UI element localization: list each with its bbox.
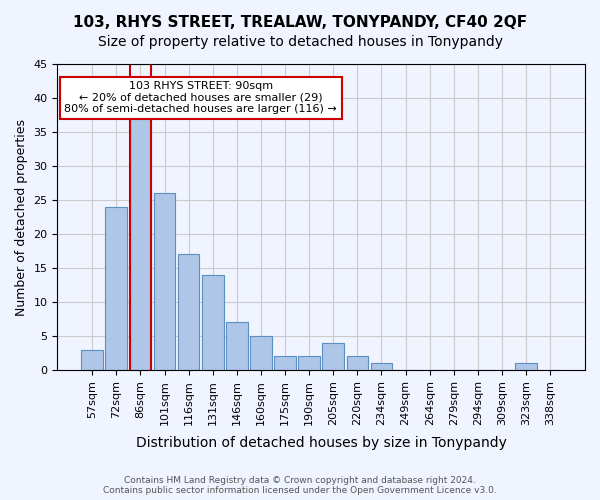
Bar xyxy=(274,356,296,370)
Bar xyxy=(130,118,151,370)
Bar xyxy=(298,356,320,370)
Y-axis label: Number of detached properties: Number of detached properties xyxy=(15,118,28,316)
Text: Size of property relative to detached houses in Tonypandy: Size of property relative to detached ho… xyxy=(97,35,503,49)
Bar xyxy=(154,193,175,370)
Bar xyxy=(82,350,103,370)
X-axis label: Distribution of detached houses by size in Tonypandy: Distribution of detached houses by size … xyxy=(136,436,506,450)
Bar xyxy=(202,275,224,370)
Bar xyxy=(371,363,392,370)
Bar xyxy=(250,336,272,370)
Bar xyxy=(178,254,199,370)
Bar xyxy=(515,363,537,370)
Bar xyxy=(226,322,248,370)
Bar xyxy=(322,343,344,370)
Bar xyxy=(347,356,368,370)
Text: Contains HM Land Registry data © Crown copyright and database right 2024.
Contai: Contains HM Land Registry data © Crown c… xyxy=(103,476,497,495)
Bar xyxy=(106,207,127,370)
Text: 103, RHYS STREET, TREALAW, TONYPANDY, CF40 2QF: 103, RHYS STREET, TREALAW, TONYPANDY, CF… xyxy=(73,15,527,30)
Text: 103 RHYS STREET: 90sqm
← 20% of detached houses are smaller (29)
80% of semi-det: 103 RHYS STREET: 90sqm ← 20% of detached… xyxy=(64,81,337,114)
